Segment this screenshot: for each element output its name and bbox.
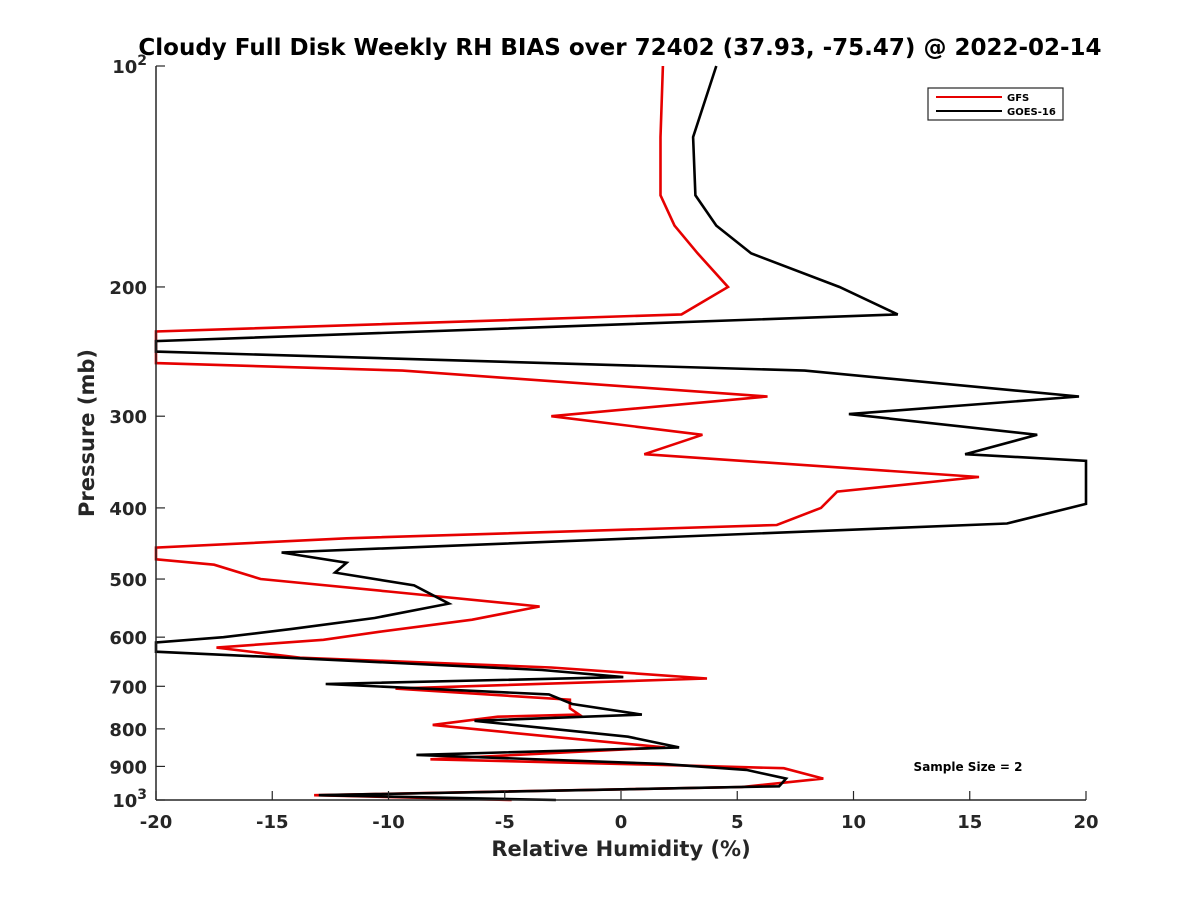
y-tick-label: 102 [112, 53, 147, 78]
x-axis-ticks: -20 -15 -10 -5 0 5 10 15 20 [140, 791, 1099, 833]
legend-label-gfs: GFS [1007, 93, 1029, 104]
x-tick-label: 0 [615, 812, 628, 833]
y-axis-ticks: 102 200 300 400 500 600 700 800 900 103 [109, 53, 165, 812]
y-tick-label: 700 [109, 677, 147, 698]
x-tick-label: -5 [495, 812, 515, 833]
x-tick-label: -20 [140, 812, 173, 833]
y-tick-label: 800 [109, 720, 147, 741]
y-tick-label: 500 [109, 570, 147, 591]
sample-size-annotation: Sample Size = 2 [914, 760, 1023, 774]
legend: GFS GOES-16 [927, 87, 1064, 121]
x-tick-label: 15 [957, 812, 982, 833]
legend-label-goes-16: GOES-16 [1007, 107, 1056, 118]
x-tick-label: 20 [1073, 812, 1098, 833]
y-tick-label: 600 [109, 628, 147, 649]
x-tick-label: 5 [731, 812, 744, 833]
x-tick-label: 10 [841, 812, 866, 833]
y-tick-label: 300 [109, 407, 147, 428]
x-tick-label: -10 [372, 812, 405, 833]
y-tick-label: 200 [109, 278, 147, 299]
chart-title: Cloudy Full Disk Weekly RH BIAS over 724… [138, 35, 1101, 61]
y-tick-label: 103 [112, 787, 147, 812]
legend-box [927, 87, 1064, 121]
y-axis-label: Pressure (mb) [75, 349, 99, 517]
x-tick-label: -15 [256, 812, 289, 833]
y-tick-label: 900 [109, 757, 147, 778]
plot-area [156, 66, 1086, 800]
y-tick-label: 400 [109, 499, 147, 520]
x-axis-label: Relative Humidity (%) [491, 837, 750, 861]
